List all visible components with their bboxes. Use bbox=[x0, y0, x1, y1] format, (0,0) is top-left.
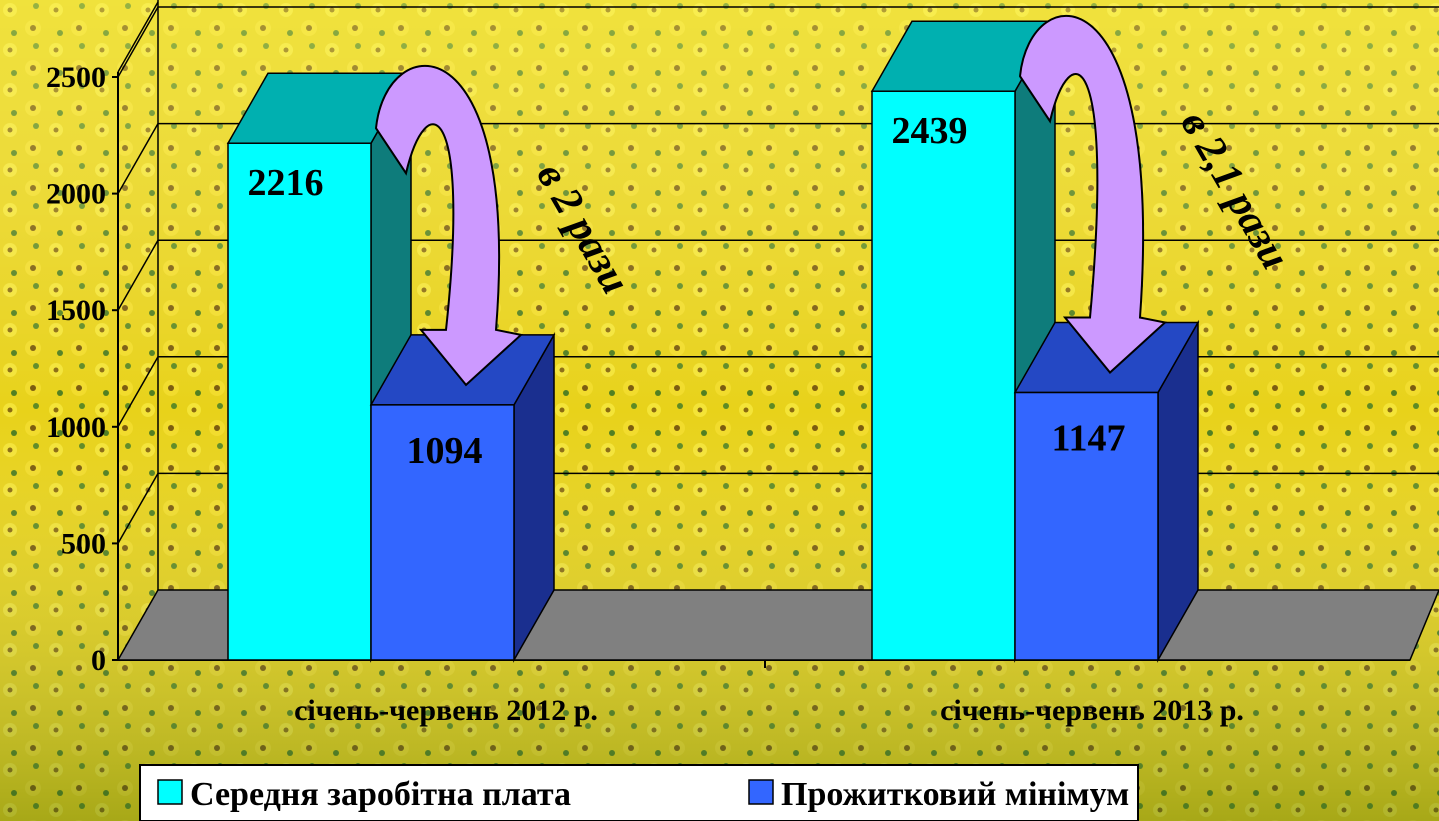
legend-label-average-salary: Середня заробітна плата bbox=[190, 776, 571, 813]
bar-s0-c1 bbox=[872, 91, 1015, 660]
data-label-s1-c1: 1147 bbox=[1052, 418, 1126, 460]
y-tick-label: 0 bbox=[91, 644, 106, 677]
legend-swatch-subsistence-minimum bbox=[749, 780, 773, 804]
legend-swatch-average-salary bbox=[158, 780, 182, 804]
y-tick-label: 2000 bbox=[46, 178, 106, 211]
legend: Середня заробітна плата Прожитковий міні… bbox=[140, 765, 1138, 821]
bar-s0-c0 bbox=[228, 143, 371, 660]
legend-label-subsistence-minimum: Прожитковий мінімум bbox=[781, 776, 1129, 813]
y-tick-label: 1000 bbox=[46, 411, 106, 444]
data-label-s1-c0: 1094 bbox=[407, 430, 483, 472]
category-label-0: січень-червень 2012 р. bbox=[294, 694, 598, 727]
category-label-1: січень-червень 2013 р. bbox=[940, 694, 1244, 727]
data-label-s0-c1: 2439 bbox=[892, 110, 968, 152]
y-tick-label: 2500 bbox=[46, 61, 106, 94]
data-label-s0-c0: 2216 bbox=[248, 162, 324, 204]
y-tick-label: 500 bbox=[61, 527, 106, 560]
y-tick-label: 1500 bbox=[46, 294, 106, 327]
